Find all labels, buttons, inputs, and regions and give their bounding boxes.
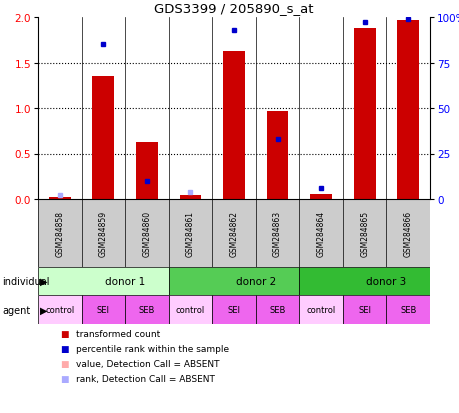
Text: GSM284863: GSM284863 (273, 211, 281, 256)
Text: SEI: SEI (227, 305, 240, 314)
Text: GSM284866: GSM284866 (403, 211, 412, 256)
Bar (38, 267, 168, 295)
Bar (266, 112, 288, 199)
Bar (38, 295, 81, 324)
Bar (212, 295, 255, 324)
Bar (125, 295, 168, 324)
Bar (342, 295, 386, 324)
Bar (299, 295, 342, 324)
Bar (255, 295, 299, 324)
Text: control: control (306, 305, 335, 314)
Text: donor 1: donor 1 (105, 276, 145, 286)
Text: ▶: ▶ (40, 305, 47, 315)
Bar (179, 196, 201, 199)
Bar (168, 199, 212, 267)
Text: ■: ■ (60, 344, 68, 353)
Text: ■: ■ (60, 329, 68, 338)
Text: agent: agent (2, 305, 30, 315)
Bar (125, 199, 168, 267)
Text: control: control (45, 305, 74, 314)
Text: SEB: SEB (399, 305, 415, 314)
Bar (38, 199, 81, 267)
Text: ▶: ▶ (40, 276, 47, 286)
Text: transformed count: transformed count (76, 329, 160, 338)
Text: GSM284862: GSM284862 (229, 211, 238, 256)
Bar (299, 199, 342, 267)
Bar (223, 52, 244, 199)
Bar (136, 142, 157, 199)
Text: donor 2: donor 2 (235, 276, 275, 286)
Text: ■: ■ (60, 359, 68, 368)
Text: percentile rank within the sample: percentile rank within the sample (76, 344, 229, 353)
Bar (309, 195, 331, 199)
Text: SEB: SEB (269, 305, 285, 314)
Bar (386, 295, 429, 324)
Text: ■: ■ (60, 374, 68, 383)
Bar (49, 198, 71, 199)
Text: GSM284861: GSM284861 (185, 211, 195, 256)
Text: donor 3: donor 3 (365, 276, 406, 286)
Text: individual: individual (2, 276, 50, 286)
Bar (81, 295, 125, 324)
Text: SEI: SEI (97, 305, 110, 314)
Text: GSM284864: GSM284864 (316, 211, 325, 256)
Bar (353, 29, 375, 199)
Bar (212, 199, 255, 267)
Bar (342, 199, 386, 267)
Bar (255, 199, 299, 267)
Title: GDS3399 / 205890_s_at: GDS3399 / 205890_s_at (154, 2, 313, 15)
Bar (168, 295, 212, 324)
Text: rank, Detection Call = ABSENT: rank, Detection Call = ABSENT (76, 374, 214, 383)
Text: GSM284860: GSM284860 (142, 211, 151, 256)
Bar (386, 199, 429, 267)
Text: GSM284865: GSM284865 (359, 211, 369, 256)
Bar (92, 77, 114, 199)
Text: value, Detection Call = ABSENT: value, Detection Call = ABSENT (76, 359, 219, 368)
Bar (81, 199, 125, 267)
Bar (397, 21, 418, 199)
Text: GSM284858: GSM284858 (55, 211, 64, 256)
Text: GSM284859: GSM284859 (99, 211, 107, 256)
Bar (168, 267, 299, 295)
Bar (299, 267, 429, 295)
Text: control: control (175, 305, 205, 314)
Text: SEB: SEB (139, 305, 155, 314)
Text: SEI: SEI (358, 305, 370, 314)
